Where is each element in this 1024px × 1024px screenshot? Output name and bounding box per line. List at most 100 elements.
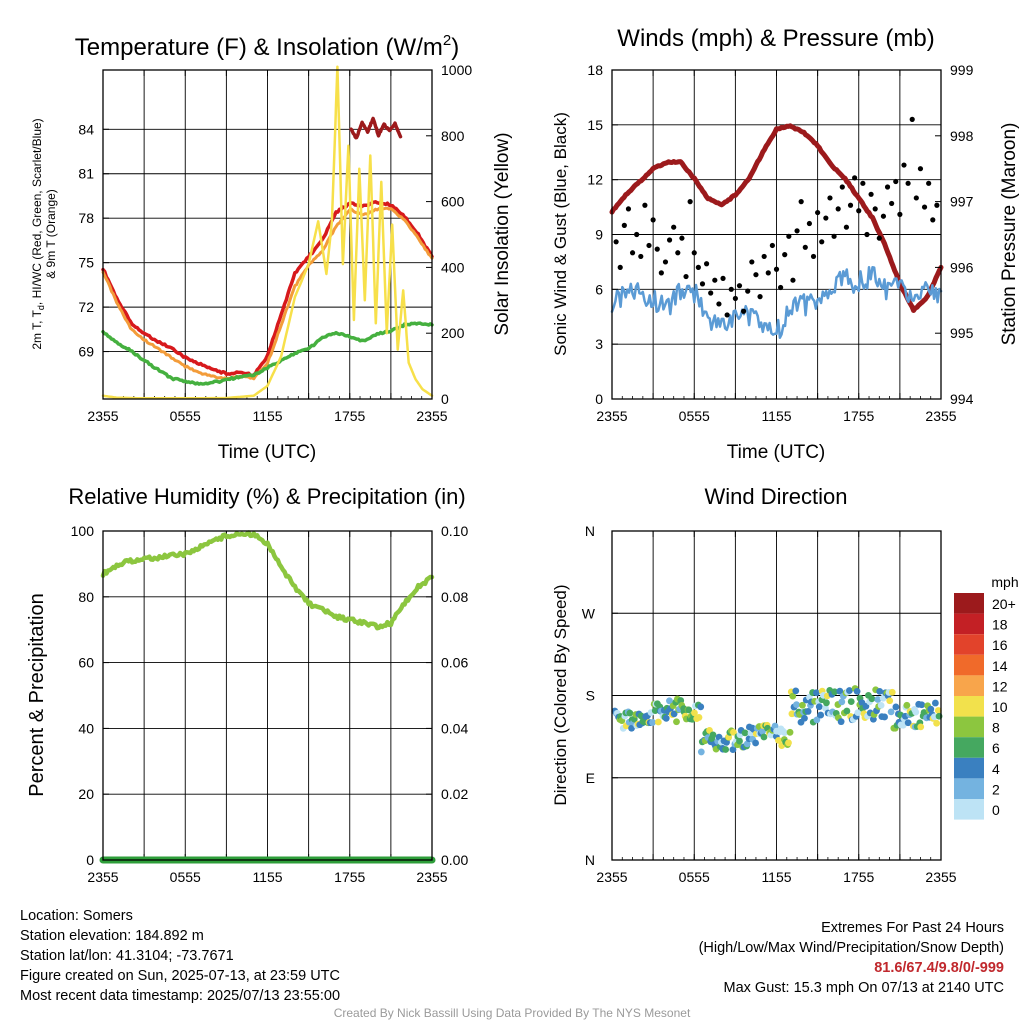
rh-title: Relative Humidity (%) & Precipitation (i… — [68, 484, 465, 509]
wind-gust-gust-point — [798, 199, 804, 205]
wind-gust-gust-point — [671, 224, 677, 230]
rh-xtick-label: 2355 — [87, 869, 118, 885]
dir-point — [722, 746, 730, 753]
dir-ytick-label: S — [586, 688, 595, 704]
legend-swatch — [954, 778, 984, 799]
wind-gust-gust-point — [634, 231, 640, 238]
rh-rtick-label: 0.00 — [441, 852, 468, 868]
wind-gust-gust-point — [810, 253, 817, 260]
wind-gust-gust-point — [613, 239, 619, 245]
wind-gust-gust-point — [642, 202, 648, 208]
rh-xtick-label: 1755 — [334, 869, 365, 885]
wind-gust-gust-point — [835, 206, 841, 212]
temp-ylabel-left: 2m T, Td, HI/WC (Red, Green, Scarlet/Blu… — [30, 118, 46, 349]
humidity-chart: 2355 0555 1155 1755 23550204060801000.000.02… — [26, 484, 468, 885]
dir-xtick-label: 0555 — [679, 869, 710, 885]
dir-point — [874, 696, 882, 703]
rh-ytick-label: 60 — [78, 655, 94, 671]
dir-point — [785, 739, 792, 747]
wind-ytick-label: 6 — [595, 281, 603, 297]
rh-rtick-label: 0.06 — [441, 655, 468, 671]
wind-ytick-label: 3 — [595, 336, 603, 352]
dir-point — [918, 701, 926, 709]
rh-rtick-label: 0.04 — [441, 720, 468, 736]
temp-xtick-label: 1755 — [334, 408, 365, 424]
wind-gust-gust-point — [782, 252, 788, 258]
wind-gust-gust-point — [909, 116, 915, 122]
rh-ytick-label: 20 — [78, 786, 94, 802]
speed-legend: mph 20+ 18 16 14 12 10 8 6 4 2 0 — [954, 574, 1019, 820]
dir-point — [670, 710, 678, 718]
dir-point — [843, 707, 851, 715]
wind-gust-gust-point — [843, 224, 850, 230]
wind-gust-gust-point — [716, 301, 722, 307]
wind-gust-gust-point — [753, 272, 759, 278]
temperature-chart: 2355 0555 1155 1755 2355 69 72 75 78 81 84 0 200 400 6… — [30, 32, 513, 463]
dir-point — [838, 698, 846, 706]
wind-gust-gust-point — [679, 235, 685, 241]
max-gust: Max Gust: 15.3 mph On 07/13 at 2140 UTC — [723, 980, 1004, 996]
wind-gust-gust-point — [757, 294, 763, 300]
dir-point — [752, 739, 759, 747]
temp-ytick-label: 75 — [78, 255, 94, 271]
wind-gust-gust-point — [815, 209, 821, 216]
legend-swatch — [954, 799, 984, 820]
temp-xtick-label: 1155 — [252, 408, 282, 424]
temp-rtick-label: 600 — [441, 194, 465, 210]
temp-series-line — [101, 65, 434, 400]
legend-swatch — [954, 716, 984, 738]
wind-gust-gust-point — [847, 202, 854, 208]
dir-point — [799, 701, 806, 709]
dir-point — [649, 719, 657, 726]
wind-gust-gust-point — [658, 270, 664, 276]
wind-gust-gust-point — [712, 277, 718, 283]
dir-point — [789, 692, 797, 700]
wind-gust-gust-point — [666, 237, 673, 243]
temp-xtick-label: 0555 — [170, 408, 201, 424]
extremes-subtitle: (High/Low/Max Wind/Precipitation/Snow De… — [698, 940, 1004, 956]
wind-gust-gust-point — [654, 246, 660, 252]
dir-ytick-label: N — [585, 852, 595, 868]
dir-point — [804, 708, 812, 715]
wind-gust-gust-point — [617, 264, 623, 270]
wind-gust-gust-point — [926, 180, 932, 186]
wind-gust-gust-point — [930, 217, 936, 223]
legend-swatch — [954, 757, 984, 779]
dir-point — [847, 698, 855, 705]
dir-point — [854, 709, 862, 717]
rh-ytick-label: 0 — [86, 852, 94, 868]
temp-series-line — [101, 321, 434, 386]
dir-xtick-label: 2355 — [925, 869, 956, 885]
wind-rtick-label: 997 — [950, 194, 974, 210]
dir-point — [881, 713, 888, 721]
legend-label: 4 — [992, 761, 1000, 777]
temp-ylabel-left-line2: & 9m T (Orange) — [44, 189, 58, 279]
dir-point — [775, 736, 782, 744]
dir-point — [846, 687, 853, 694]
wind-gust-gust-point — [761, 253, 767, 260]
temp-xtick-label: 2355 — [87, 408, 118, 424]
temp-xlabel: Time (UTC) — [218, 442, 317, 463]
wind-gust-gust-point — [860, 180, 866, 186]
temp-rtick-label: 0 — [441, 391, 449, 407]
temp-series-line — [101, 200, 434, 378]
legend-label: 2 — [992, 781, 1000, 797]
rh-ytick-label: 80 — [78, 589, 94, 605]
rh-xtick-label: 2355 — [416, 869, 447, 885]
station-location: Location: Somers — [20, 908, 133, 924]
wind-gust-gust-point — [728, 286, 734, 292]
dir-point — [729, 746, 737, 754]
dir-point — [781, 729, 788, 736]
rh-ytick-label: 40 — [78, 720, 94, 736]
dir-point — [654, 718, 662, 726]
wind-gust-gust-point — [897, 211, 903, 217]
wind-ylabel-right: Station Pressure (Maroon) — [999, 123, 1020, 346]
legend-swatch — [954, 613, 984, 635]
wind-gust-gust-point — [769, 242, 775, 249]
dir-point — [853, 687, 861, 695]
dir-point — [786, 728, 794, 736]
wind-ytick-label: 15 — [587, 117, 603, 133]
dir-point — [931, 699, 939, 707]
dir-point — [892, 703, 900, 711]
